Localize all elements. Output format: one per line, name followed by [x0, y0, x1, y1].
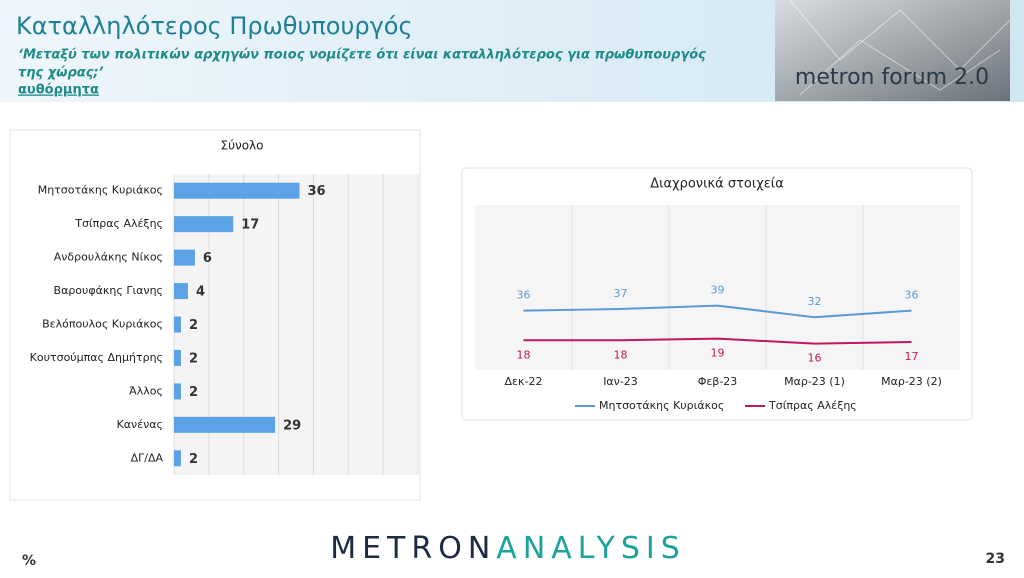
category-label: Ανδρουλάκης Νίκος	[54, 251, 163, 264]
bar	[174, 383, 181, 400]
value-label: 29	[283, 418, 301, 433]
series-line	[523, 337, 912, 345]
unit-label: %	[22, 553, 36, 569]
bar	[174, 416, 276, 433]
bar	[174, 216, 234, 233]
value-label: 2	[189, 318, 198, 333]
value-label: 2	[189, 452, 198, 467]
bar	[174, 450, 181, 467]
value-label: 16	[808, 352, 822, 365]
legend-label: Τσίπρας Αλέξης	[768, 399, 857, 412]
value-label: 6	[203, 251, 212, 266]
subtitle: ‘Μεταξύ των πολιτικών αρχηγών ποιος νομί…	[18, 48, 706, 63]
value-label: 19	[711, 347, 725, 360]
value-label: 39	[711, 284, 725, 297]
value-label: 17	[905, 350, 919, 363]
note: αυθόρμητα	[18, 83, 99, 98]
category-label: Κουτσούμπας Δημήτρης	[30, 351, 163, 364]
value-label: 18	[614, 348, 628, 361]
x-tick-label: Μαρ-23 (2)	[881, 375, 942, 388]
category-label: Βαρουφάκης Γιανης	[54, 284, 163, 297]
category-label: Βελόπουλος Κυριάκος	[42, 318, 163, 331]
logo-text: metron forum 2.0	[795, 65, 989, 90]
value-label: 36	[905, 289, 919, 302]
chart-title: Σύνολο	[220, 139, 263, 153]
value-label: 32	[808, 295, 822, 308]
brand: METRONANALYSIS	[330, 531, 686, 566]
x-tick-label: Μαρ-23 (1)	[784, 375, 845, 388]
brand-part: ANALYSIS	[496, 531, 685, 566]
page-number: 23	[986, 551, 1005, 567]
bar	[174, 283, 188, 300]
category-label: Άλλος	[129, 384, 163, 397]
category-label: Τσίπρας Αλέξης	[74, 217, 163, 230]
subtitle: της χώρας;’	[18, 66, 104, 81]
brand-part: METRON	[330, 531, 496, 566]
bar	[174, 249, 195, 266]
x-tick-label: Φεβ-23	[698, 375, 738, 388]
value-label: 18	[517, 348, 531, 361]
value-label: 4	[196, 285, 205, 300]
chart-title: Διαχρονικά στοιχεία	[650, 177, 784, 192]
bar	[174, 182, 300, 199]
series-line	[523, 304, 912, 319]
value-label: 36	[307, 184, 325, 199]
value-label: 2	[189, 385, 198, 400]
value-label: 37	[614, 287, 628, 300]
legend-label: Μητσοτάκης Κυριάκος	[599, 399, 724, 412]
value-label: 17	[241, 218, 259, 233]
category-label: Μητσοτάκης Κυριάκος	[38, 184, 163, 197]
category-label: ΔΓ/ΔΑ	[131, 451, 164, 464]
category-label: Κανένας	[117, 418, 163, 431]
x-tick-label: Δεκ-22	[505, 375, 543, 388]
x-tick-label: Ιαν-23	[603, 375, 638, 388]
value-label: 36	[517, 289, 531, 302]
title: Καταλληλότερος Πρωθυπουργός	[16, 12, 413, 40]
bar	[174, 349, 181, 366]
value-label: 2	[189, 351, 198, 366]
bar	[174, 316, 181, 333]
logo-pattern	[789, 0, 1011, 96]
